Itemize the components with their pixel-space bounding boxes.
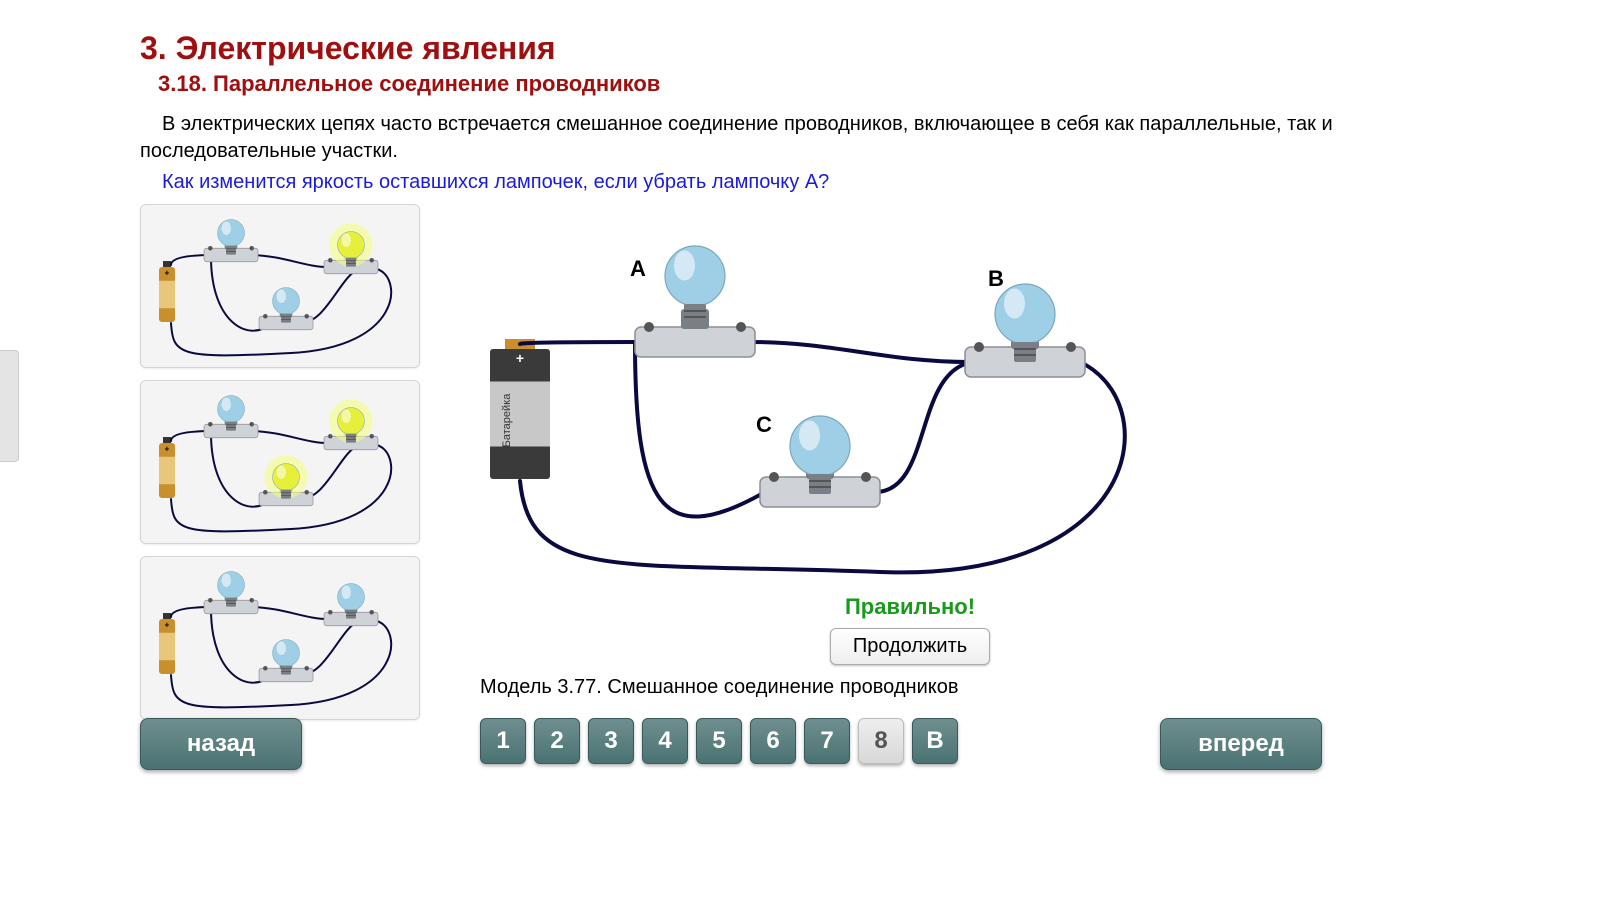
page-button-4[interactable]: 4 (642, 718, 688, 764)
page-button-В[interactable]: В (912, 718, 958, 764)
model-caption: Модель 3.77. Смешанное соединение провод… (480, 676, 958, 699)
forward-button[interactable]: вперед (1160, 718, 1322, 770)
page-button-6[interactable]: 6 (750, 718, 796, 764)
thumbnail-column: + + + (140, 204, 420, 732)
answer-option-1[interactable]: + (140, 204, 420, 368)
page-button-8[interactable]: 8 (858, 718, 904, 764)
page-button-1[interactable]: 1 (480, 718, 526, 764)
back-button[interactable]: назад (140, 718, 302, 770)
bulb-label-a: A (630, 256, 646, 282)
page-button-5[interactable]: 5 (696, 718, 742, 764)
bulb-label-b: B (988, 266, 1004, 292)
correct-label: Правильно! (470, 594, 1350, 620)
svg-text:+: + (165, 619, 170, 629)
pager: 12345678В (480, 718, 958, 764)
answer-option-2[interactable]: + (140, 380, 420, 544)
answer-option-3[interactable]: + (140, 556, 420, 720)
continue-button[interactable]: Продолжить (830, 628, 990, 665)
bulb-label-c: C (756, 412, 772, 438)
section-title: 3.18. Параллельное соединение проводнико… (158, 71, 1480, 97)
intro-paragraph: В электрических цепях часто встречается … (140, 111, 1480, 165)
svg-text:+: + (165, 267, 170, 277)
feedback-area: Правильно! Продолжить (470, 594, 1350, 665)
svg-text:Батарейка: Батарейка (501, 393, 513, 448)
svg-text:+: + (516, 350, 524, 366)
question-text: Как изменится яркость оставшихся лампоче… (162, 171, 1480, 194)
svg-text:+: + (165, 443, 170, 453)
page-button-3[interactable]: 3 (588, 718, 634, 764)
side-handle[interactable] (0, 350, 19, 462)
page: 3. Электрические явления 3.18. Параллель… (0, 0, 1600, 764)
page-button-7[interactable]: 7 (804, 718, 850, 764)
page-button-2[interactable]: 2 (534, 718, 580, 764)
chapter-title: 3. Электрические явления (140, 30, 1480, 67)
main-diagram: +Батарейка A B C Правильно! Продолжить (470, 214, 1350, 634)
